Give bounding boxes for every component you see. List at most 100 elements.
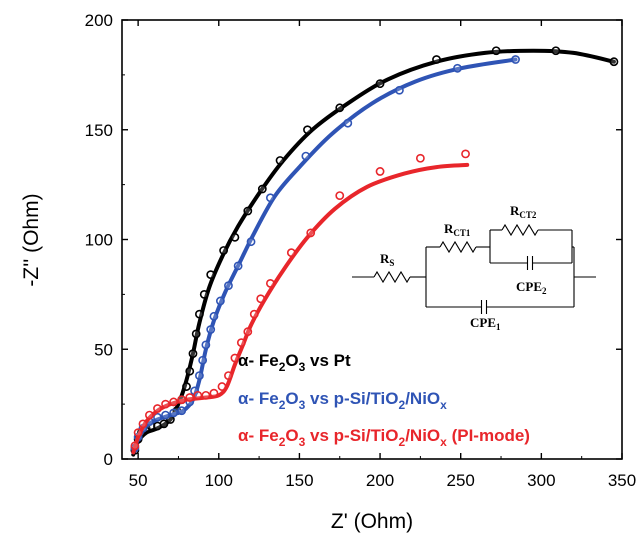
rct2-label: RCT2 (510, 203, 537, 220)
cpe2-label-sub: 2 (542, 286, 547, 296)
data-point (169, 397, 179, 407)
x-tick-label: 100 (205, 471, 233, 490)
data-point (243, 206, 253, 216)
legend-text-part: /NiO (405, 389, 440, 408)
legend-text-part: vs Pt (305, 351, 351, 370)
data-point (249, 309, 259, 319)
data-point (224, 371, 233, 380)
rct1-label-sub: CT1 (453, 228, 471, 238)
y-tick-label: 100 (85, 231, 113, 250)
cpe1-label-main: CPE (470, 315, 496, 330)
data-point (195, 309, 204, 319)
rs-label-sub: S (389, 258, 394, 268)
x-tick-label: 50 (129, 471, 148, 490)
data-point (153, 404, 162, 413)
y-tick-label: 150 (85, 121, 113, 140)
y-tick-label: 50 (94, 340, 113, 359)
series-layer (130, 46, 619, 457)
data-point (286, 248, 296, 258)
data-point (256, 294, 266, 304)
data-point (188, 349, 198, 359)
legend-text-part: O (285, 426, 298, 445)
data-point (206, 325, 216, 334)
data-point (217, 382, 227, 391)
data-point (159, 419, 169, 429)
data-point (145, 410, 154, 420)
data-point (133, 428, 143, 438)
x-axis-title: Z' (Ohm) (331, 510, 413, 533)
legend-text-part: vs p-Si/TiO (305, 389, 398, 408)
data-point (415, 153, 425, 163)
legend-subscript: 2 (399, 435, 406, 449)
legend-text-part: vs p-Si/TiO (305, 426, 398, 445)
data-point (233, 261, 243, 271)
data-point (177, 395, 187, 405)
x-tick-label: 200 (366, 471, 394, 490)
rs-label-main: R (380, 251, 390, 266)
legend-subscript: 2 (279, 360, 286, 374)
data-point (257, 184, 267, 194)
data-point (209, 311, 219, 321)
data-point (138, 419, 148, 429)
series-fit-line (131, 162, 470, 455)
data-point (491, 46, 501, 56)
data-point (198, 355, 208, 365)
data-point (243, 327, 253, 337)
data-point (161, 399, 170, 409)
data-point (375, 79, 385, 89)
data-point (303, 125, 312, 135)
data-point (195, 371, 204, 380)
data-point (461, 149, 470, 159)
legend-text-part: (PI-mode) (447, 426, 530, 445)
data-point (335, 191, 345, 200)
legend-subscript: 2 (279, 435, 286, 449)
y-tick-label: 200 (85, 11, 113, 30)
data-point (230, 353, 240, 363)
data-point (395, 85, 404, 95)
series-fit-line (131, 48, 616, 457)
data-point (236, 338, 246, 348)
legend-entry-2: α- Fe2O3 vs p-Si/TiO2/NiOx (PI-mode) (238, 426, 530, 449)
data-point (193, 390, 203, 400)
x-tick-label: 350 (608, 471, 636, 490)
data-point (182, 382, 191, 391)
y-axis-title: -Z'' (Ohm) (20, 193, 43, 286)
legend-subscript: 3 (299, 435, 306, 449)
cpe1-label-sub: 1 (496, 322, 501, 332)
data-point (306, 228, 316, 238)
rct2-resistor (501, 223, 539, 237)
rct1-label-main: R (444, 221, 454, 236)
data-point (375, 167, 385, 176)
cpe2-label: CPE2 (516, 279, 547, 296)
legend-text-part: α- Fe (238, 426, 279, 445)
cpe2-label-main: CPE (516, 279, 542, 294)
data-point (185, 366, 195, 376)
data-point (191, 329, 201, 339)
legend-subscript: 2 (279, 398, 286, 412)
data-point (432, 55, 441, 64)
data-point (453, 63, 462, 73)
data-point (130, 441, 140, 451)
x-tick-label: 250 (447, 471, 475, 490)
legend-subscript: 2 (399, 398, 406, 412)
data-point (201, 390, 211, 400)
legend-subscript: x (440, 435, 447, 449)
data-point (185, 393, 195, 402)
rct1-resistor (439, 240, 477, 254)
series-fit-line (131, 57, 518, 455)
rs-label: RS (380, 251, 394, 268)
legend-subscript: 3 (299, 360, 306, 374)
legend-subscript: 3 (299, 398, 306, 412)
legend: α- Fe2O3 vs Ptα- Fe2O3 vs p-Si/TiO2/NiOx… (238, 351, 530, 449)
data-point (511, 55, 520, 64)
legend-entry-0: α- Fe2O3 vs Pt (238, 351, 351, 374)
legend-subscript: x (440, 398, 447, 412)
series-1 (130, 55, 520, 455)
data-point (335, 103, 345, 113)
axis-ticks: 50 100 150 200 250 300 350 0 50 100 150 200 (85, 11, 637, 490)
data-point (153, 412, 162, 422)
y-tick-label: 0 (104, 450, 113, 469)
data-point (230, 232, 240, 242)
data-point (169, 408, 179, 418)
